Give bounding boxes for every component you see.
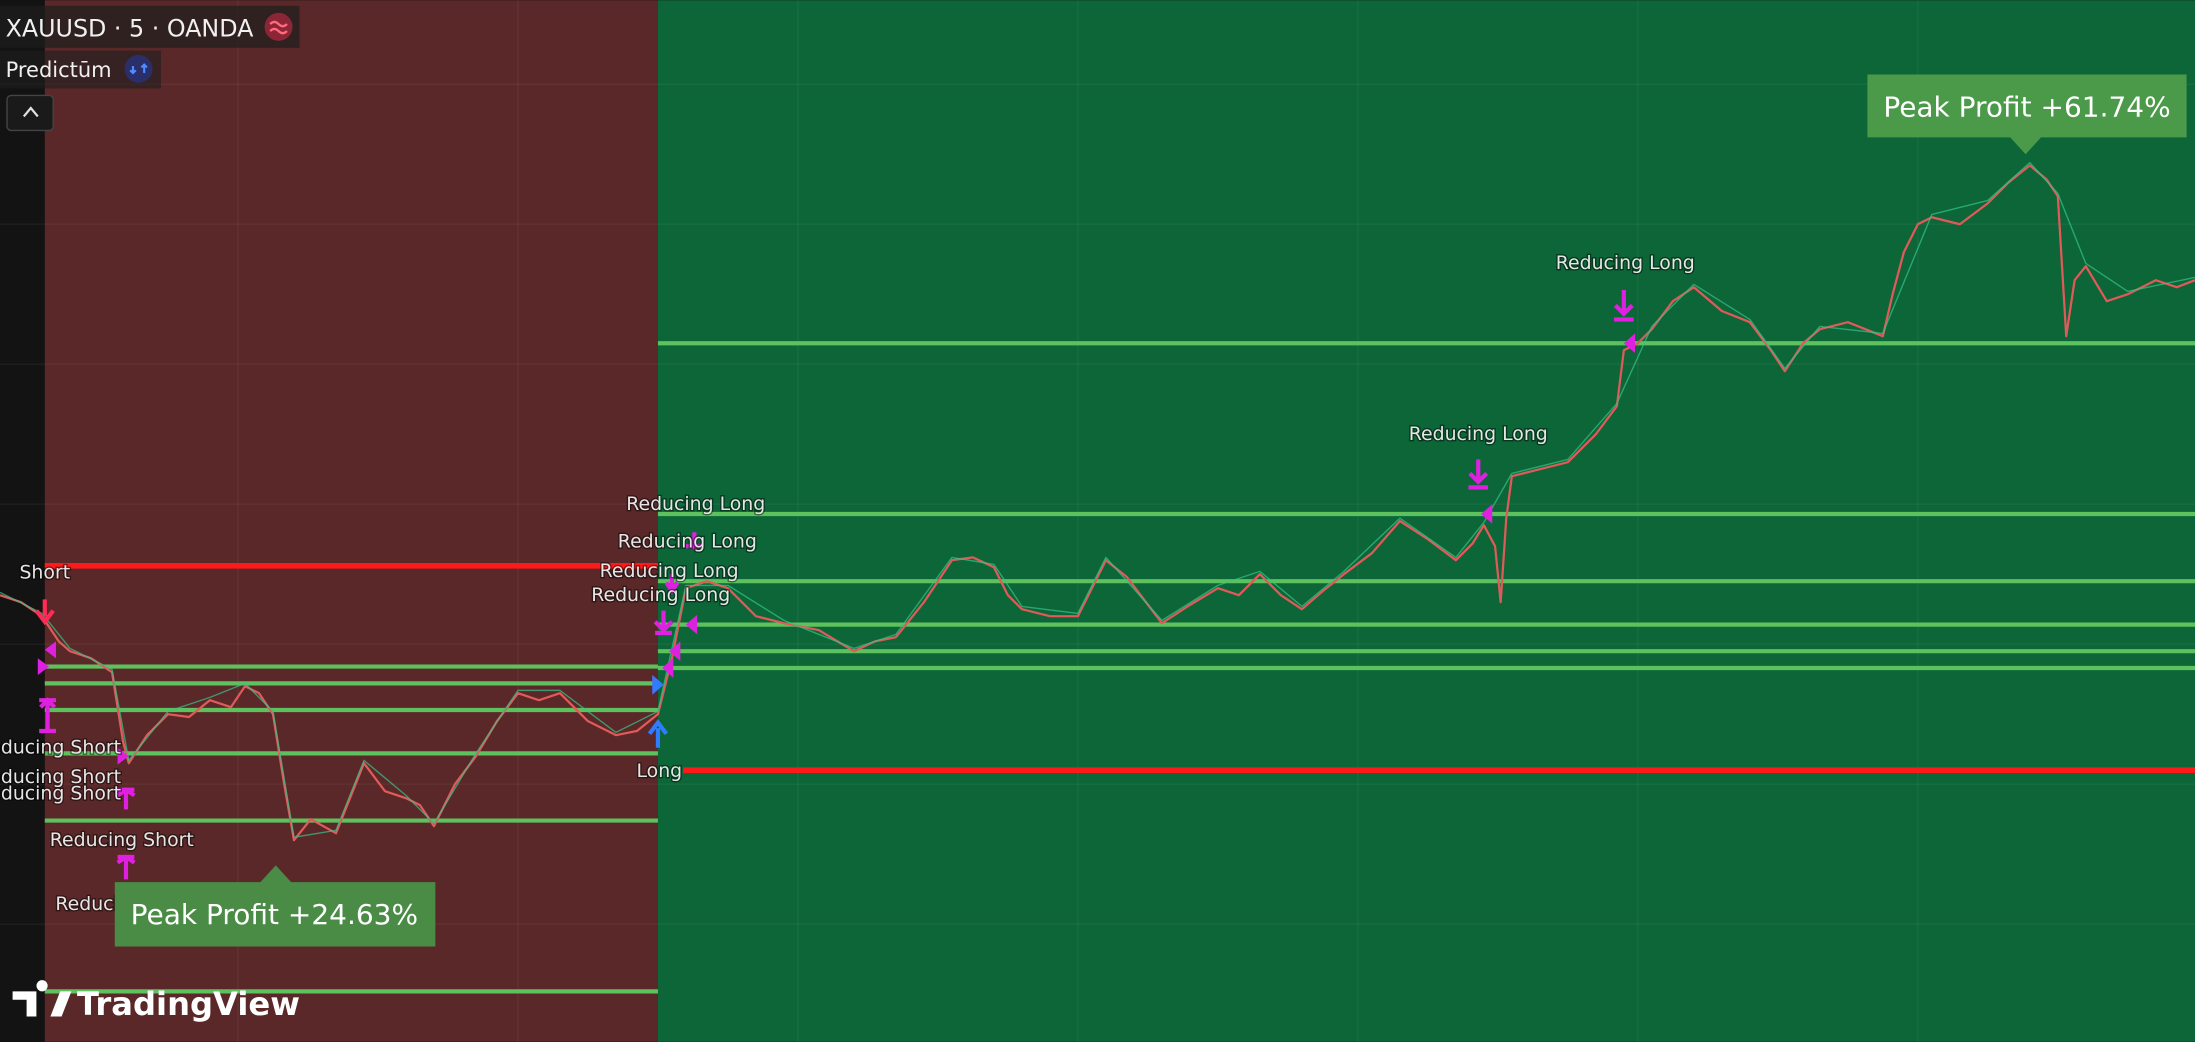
long-zone — [657, 0, 2195, 1042]
tradingview-logo: TradingView — [12, 980, 300, 1023]
peak-profit-callout: Peak Profit +61.74% — [1867, 74, 2187, 155]
left-margin — [0, 0, 45, 1042]
symbol-status-icon[interactable] — [264, 12, 293, 41]
reducing-short-label: Reducing Short — [0, 783, 121, 805]
reducing-long-label: Reducing Long — [591, 584, 730, 606]
symbol-title[interactable]: XAUUSD · 5 · OANDA — [6, 15, 255, 43]
peak-profit-text: Peak Profit +24.63% — [131, 898, 418, 931]
reducing-long-label: Reducing Long — [618, 531, 757, 553]
indicator-glyph — [129, 63, 148, 75]
reducing-long-label: Reducing Long — [600, 560, 739, 582]
indicator-icon[interactable] — [124, 54, 153, 83]
reducing-short-label: Reducing Short — [0, 736, 121, 758]
level-lines — [44, 341, 2195, 994]
short-zone — [44, 0, 658, 1042]
status-glyph — [269, 20, 288, 35]
reducing-long-label: Reducing Long — [1556, 252, 1695, 274]
peak-profit-text: Peak Profit +61.74% — [1883, 90, 2170, 123]
collapse-button[interactable] — [6, 94, 54, 132]
reducing-short-label: Reducing Short — [0, 766, 121, 788]
indicator-title[interactable]: Predictūm — [6, 58, 112, 82]
reducing-long-label: Reducing Long — [626, 493, 765, 515]
reducing-short-label: Reducing Short — [50, 829, 194, 851]
signal-markers — [34, 290, 1636, 880]
branding-text: TradingView — [77, 985, 300, 1023]
reducing-long-label: Reducing Long — [1409, 423, 1548, 445]
symbol-bar[interactable] — [0, 5, 300, 48]
short-label: Short — [19, 561, 70, 583]
peak-profit-callout: Peak Profit +24.63% — [114, 865, 436, 947]
collapse-caret — [22, 106, 39, 118]
price-series — [0, 161, 2195, 842]
long-label: Long — [636, 760, 682, 782]
